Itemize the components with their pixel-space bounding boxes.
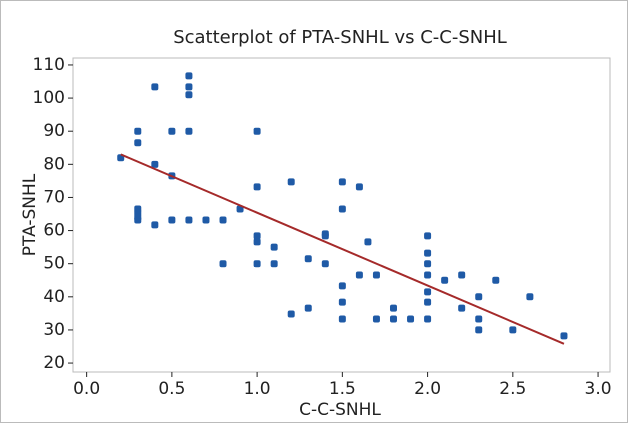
x-axis-label: C-C-SNHL [299, 400, 381, 420]
point [424, 260, 432, 268]
point [560, 332, 568, 340]
point [475, 315, 483, 323]
point [338, 298, 346, 306]
y-tick-label: 90 [43, 121, 65, 141]
point [321, 230, 329, 238]
point [338, 205, 346, 213]
point [134, 127, 142, 135]
chart-title: Scatterplot of PTA-SNHL vs C-C-SNHL [173, 27, 507, 48]
y-tick-label: 80 [43, 154, 65, 174]
point [475, 293, 483, 301]
point [355, 183, 363, 191]
x-tick-label: 0.5 [158, 379, 185, 399]
point [372, 271, 380, 279]
point [304, 255, 312, 263]
point [287, 310, 295, 318]
point [253, 183, 261, 191]
point [424, 232, 432, 240]
y-tick-label: 100 [33, 88, 65, 108]
point [509, 326, 517, 334]
point [253, 238, 261, 246]
y-tick-label: 40 [43, 287, 65, 307]
x-tick-label: 2.5 [499, 379, 526, 399]
point [134, 216, 142, 224]
point [364, 238, 372, 246]
point [270, 243, 278, 251]
point [475, 326, 483, 334]
point [270, 260, 278, 268]
point [389, 315, 397, 323]
point [253, 260, 261, 268]
point [219, 216, 227, 224]
point [338, 282, 346, 290]
x-tick-label: 1.5 [329, 379, 356, 399]
point [219, 260, 227, 268]
y-tick-label: 70 [43, 187, 65, 207]
point [338, 315, 346, 323]
point [185, 91, 193, 99]
point [424, 271, 432, 279]
point [407, 315, 415, 323]
point [202, 216, 210, 224]
x-tick-label: 2.0 [414, 379, 441, 399]
fit-line [120, 153, 565, 345]
plot-area [72, 57, 611, 373]
point [185, 216, 193, 224]
point [372, 315, 380, 323]
point [424, 288, 432, 296]
y-tick-label: 20 [43, 353, 65, 373]
point [151, 83, 159, 91]
x-tick-label: 1.0 [244, 379, 271, 399]
point [151, 160, 159, 168]
point [151, 221, 159, 229]
y-tick-label: 60 [43, 221, 65, 241]
point [338, 178, 346, 186]
y-tick-label: 110 [33, 55, 65, 75]
point [168, 216, 176, 224]
point [236, 205, 244, 213]
y-axis-label: PTA-SNHL [20, 173, 40, 256]
point [185, 83, 193, 91]
point [321, 260, 329, 268]
point [458, 304, 466, 312]
point [441, 276, 449, 284]
point [526, 293, 534, 301]
point [355, 271, 363, 279]
x-tick-label: 0.0 [73, 379, 100, 399]
point [458, 271, 466, 279]
point [424, 298, 432, 306]
point [492, 276, 500, 284]
x-tick-label: 3.0 [585, 379, 612, 399]
point [304, 304, 312, 312]
point [424, 315, 432, 323]
point [287, 178, 295, 186]
point [185, 127, 193, 135]
point [253, 232, 261, 240]
point [253, 127, 261, 135]
y-tick-label: 30 [43, 320, 65, 340]
point [185, 72, 193, 80]
point [424, 249, 432, 257]
point [389, 304, 397, 312]
point [168, 127, 176, 135]
y-tick-label: 50 [43, 254, 65, 274]
point [134, 139, 142, 147]
